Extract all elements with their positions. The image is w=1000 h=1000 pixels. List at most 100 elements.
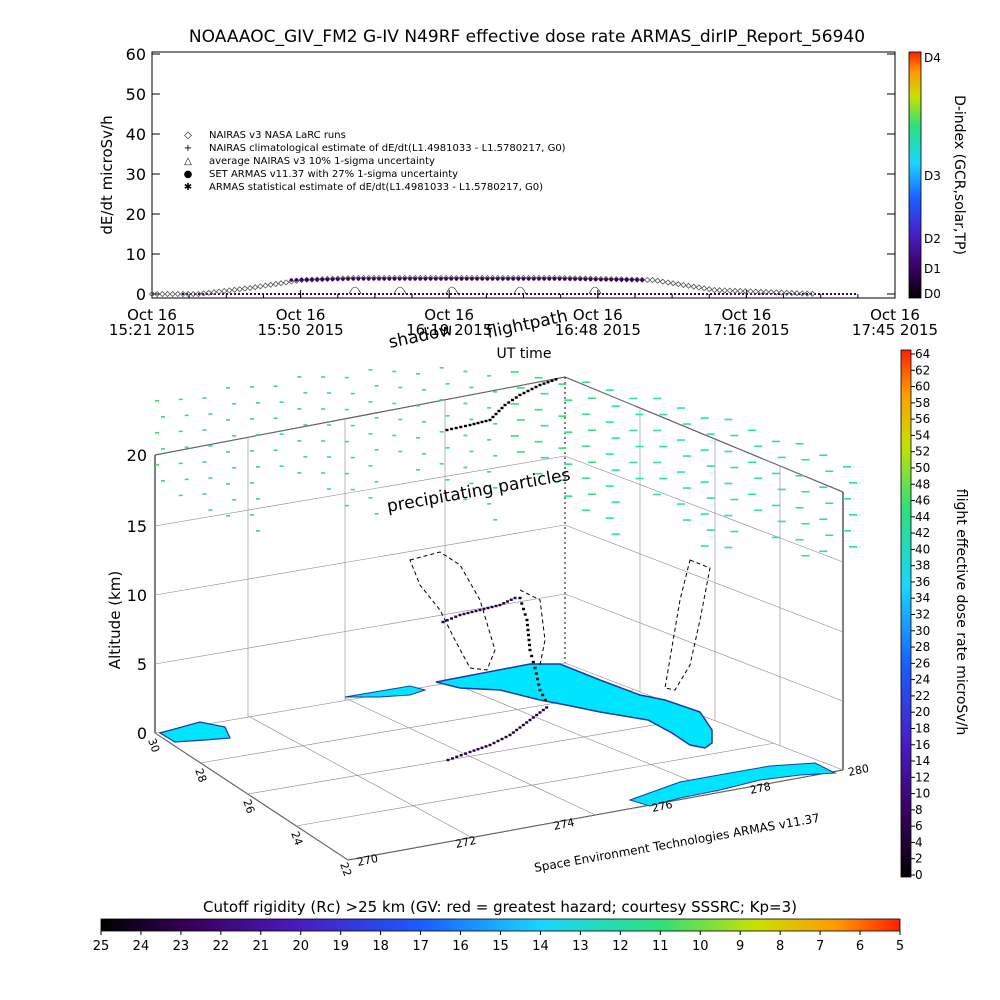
particle-marker <box>724 418 733 421</box>
particle-marker <box>659 413 668 416</box>
armas-marker <box>418 277 423 281</box>
baseline-marker <box>298 293 300 295</box>
flightpath-marker-mid <box>482 607 486 611</box>
armas-marker <box>361 277 366 281</box>
baseline-marker <box>654 293 656 295</box>
particle-marker <box>463 466 468 469</box>
armas-marker <box>403 277 407 281</box>
baseline-marker <box>182 293 184 295</box>
baseline-marker <box>234 293 236 295</box>
particle-marker <box>232 499 237 501</box>
nairas-marker <box>742 288 749 295</box>
nairas-marker <box>695 284 702 291</box>
baseline-marker <box>366 293 368 295</box>
flightpath-marker-high <box>450 427 454 431</box>
flightpath-drop <box>522 607 525 611</box>
particle-marker <box>801 554 810 557</box>
particle-marker <box>469 450 474 453</box>
particle-marker <box>676 439 685 441</box>
armas-marker <box>604 277 608 282</box>
particle-marker <box>558 415 567 417</box>
particle-marker <box>368 464 373 467</box>
dose-rate-tick-label: 12 <box>915 770 930 784</box>
flightpath-marker-high <box>476 421 480 425</box>
baseline-marker <box>786 293 788 295</box>
flightpath-marker-high <box>503 403 507 407</box>
particle-marker <box>748 493 757 496</box>
flightpath-marker-high <box>507 401 511 404</box>
dose-rate-tick-label: 58 <box>915 396 930 410</box>
flightpath-marker-high <box>472 422 476 426</box>
armas-marker <box>351 277 356 281</box>
baseline-marker <box>250 293 252 295</box>
shadow-outline <box>409 551 711 691</box>
top-x-tick-time: 17:45 2015 <box>852 321 938 339</box>
legend-symbol: ◇ <box>184 130 192 141</box>
particle-marker <box>700 449 709 451</box>
baseline-marker <box>826 293 828 295</box>
top-y-tick-label: 50 <box>126 85 146 104</box>
armas-marker <box>346 277 350 281</box>
particle-marker <box>487 503 492 505</box>
particle-marker <box>700 545 709 547</box>
baseline-marker <box>494 293 496 295</box>
baseline-marker <box>642 293 644 295</box>
cutoff-rigidity-tick-label: 19 <box>332 939 349 954</box>
particle-marker <box>819 550 828 553</box>
particle-marker <box>232 403 237 405</box>
armas-marker <box>454 277 459 281</box>
flightpath-marker-high <box>484 419 488 423</box>
nairas-marker <box>267 281 274 288</box>
baseline-marker <box>454 293 456 295</box>
cutoff-rigidity-tick-label: 11 <box>652 939 669 954</box>
flightpath-marker-mid <box>466 611 470 615</box>
baseline-marker <box>470 293 472 295</box>
baseline-marker <box>522 293 524 295</box>
particle-marker <box>469 418 474 421</box>
flightpath-marker-mid <box>474 609 478 613</box>
baseline-marker <box>518 293 520 295</box>
baseline-marker <box>498 293 500 295</box>
credit-text: Space Environment Technologies ARMAS v11… <box>533 811 821 875</box>
cutoff-rigidity-tick-label: 6 <box>856 939 864 954</box>
baseline-marker <box>318 293 320 295</box>
flightpath-marker-high <box>459 425 463 429</box>
dose-rate-tick-label: 24 <box>915 673 930 687</box>
top-x-tick-time: 15:21 2015 <box>109 321 195 339</box>
top-x-tick-time: 17:16 2015 <box>703 321 789 339</box>
cutoff-rigidity-tick-label: 15 <box>492 939 509 954</box>
cutoff-rigidity-tick-label: 24 <box>133 939 150 954</box>
flightpath-drop <box>528 643 531 647</box>
particle-marker <box>676 503 685 505</box>
particle-marker <box>178 462 183 465</box>
baseline-marker <box>342 293 344 295</box>
nairas-marker <box>205 289 212 296</box>
top-y-tick-label: 0 <box>136 285 146 304</box>
particle-marker <box>368 496 373 499</box>
baseline-marker <box>274 293 276 295</box>
particle-marker <box>421 421 426 423</box>
altitude-gridline <box>154 524 844 633</box>
longitude-tick-label: 278 <box>749 780 772 797</box>
particle-marker <box>611 405 620 407</box>
baseline-marker <box>394 293 396 295</box>
particle-marker <box>825 470 834 473</box>
flightpath-drop <box>531 660 535 664</box>
cutoff-rigidity-title: Cutoff rigidity (Rc) >25 km (GV: red = g… <box>203 898 797 916</box>
flightpath-drop <box>525 618 529 622</box>
particle-marker <box>700 417 709 419</box>
latitude-tick-label: 26 <box>240 798 257 816</box>
particle-marker <box>706 529 715 531</box>
dose-rate-tick-label: 2 <box>915 852 923 866</box>
top-y-tick-label: 60 <box>126 45 146 64</box>
baseline-marker <box>486 293 488 295</box>
baseline-marker <box>630 293 632 295</box>
armas-marker <box>635 278 639 282</box>
particle-marker <box>297 376 302 378</box>
particle-marker <box>558 383 567 385</box>
particle-marker <box>588 397 597 400</box>
particle-marker <box>730 498 739 501</box>
particle-marker <box>279 401 284 404</box>
particle-marker <box>255 434 260 436</box>
baseline-marker <box>322 293 324 295</box>
